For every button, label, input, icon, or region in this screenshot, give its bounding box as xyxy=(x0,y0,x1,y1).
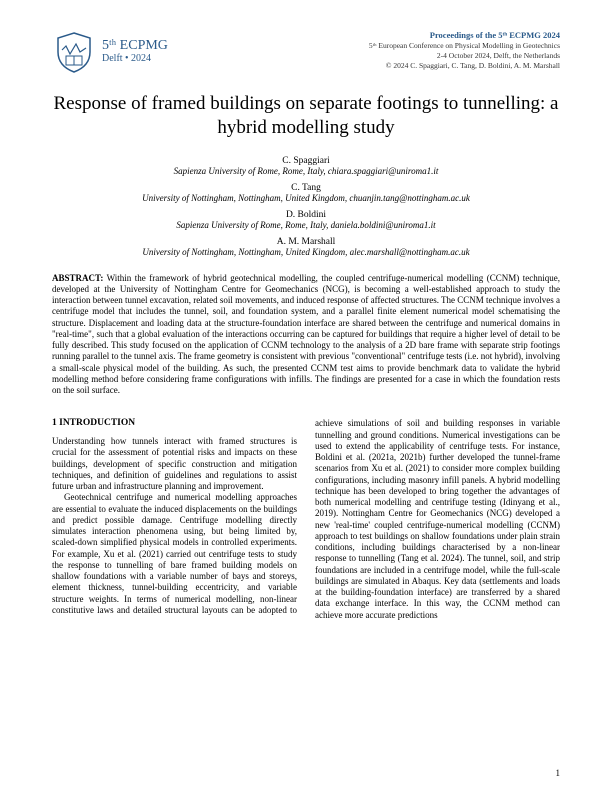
authors-block: C. Spaggiari Sapienza University of Rome… xyxy=(52,156,560,257)
abstract: ABSTRACT: Within the framework of hybrid… xyxy=(52,273,560,397)
proceedings-copyright: © 2024 C. Spaggiari, C. Tang, D. Boldini… xyxy=(369,61,560,71)
author-name: C. Tang xyxy=(52,183,560,193)
page-number: 1 xyxy=(556,768,561,778)
paper-title: Response of framed buildings on separate… xyxy=(52,92,560,140)
author-4: A. M. Marshall University of Nottingham,… xyxy=(52,237,560,257)
author-affil: University of Nottingham, Nottingham, Un… xyxy=(52,247,560,257)
proceedings-date: 2-4 October 2024, Delft, the Netherlands xyxy=(369,51,560,61)
logo-line1: 5ᵗʰ ECPMG xyxy=(102,39,168,54)
author-affil: University of Nottingham, Nottingham, Un… xyxy=(52,193,560,203)
author-affil: Sapienza University of Rome, Rome, Italy… xyxy=(52,166,560,176)
author-3: D. Boldini Sapienza University of Rome, … xyxy=(52,210,560,230)
author-name: A. M. Marshall xyxy=(52,237,560,247)
section-heading: 1 INTRODUCTION xyxy=(52,418,297,430)
author-affil: Sapienza University of Rome, Rome, Italy… xyxy=(52,220,560,230)
author-1: C. Spaggiari Sapienza University of Rome… xyxy=(52,156,560,176)
author-name: D. Boldini xyxy=(52,210,560,220)
abstract-label: ABSTRACT: xyxy=(52,273,103,283)
logo-line2: Delft • 2024 xyxy=(102,54,168,65)
intro-para-1: Understanding how tunnels interact with … xyxy=(52,436,297,492)
proceedings-meta: Proceedings of the 5ᵗʰ ECPMG 2024 5ᵗʰ Eu… xyxy=(369,30,560,70)
page-header: 5ᵗʰ ECPMG Delft • 2024 Proceedings of th… xyxy=(52,30,560,74)
ecpmg-shield-icon xyxy=(52,30,96,74)
body-columns: 1 INTRODUCTION Understanding how tunnels… xyxy=(52,418,560,621)
proceedings-title: Proceedings of the 5ᵗʰ ECPMG 2024 xyxy=(369,30,560,41)
logo-text: 5ᵗʰ ECPMG Delft • 2024 xyxy=(102,39,168,64)
author-2: C. Tang University of Nottingham, Nottin… xyxy=(52,183,560,203)
author-name: C. Spaggiari xyxy=(52,156,560,166)
conference-logo: 5ᵗʰ ECPMG Delft • 2024 xyxy=(52,30,168,74)
abstract-text: Within the framework of hybrid geotechni… xyxy=(52,273,560,396)
proceedings-subtitle: 5ᵗʰ European Conference on Physical Mode… xyxy=(369,41,560,51)
